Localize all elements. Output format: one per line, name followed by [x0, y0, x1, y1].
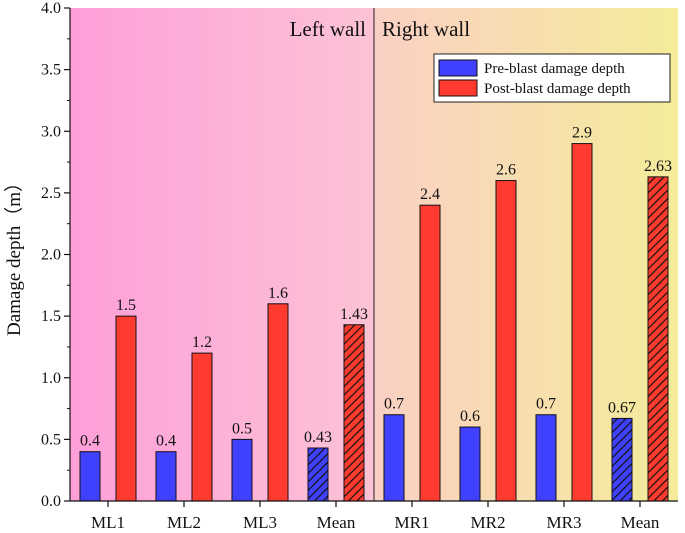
post-blast-bar-7 [647, 176, 669, 502]
x-category-label-4: MR1 [395, 513, 430, 532]
pre-blast-value-label-5: 0.6 [460, 408, 480, 425]
post-blast-bar-6 [571, 143, 593, 502]
left-wall-label: Left wall [290, 17, 367, 41]
pre-blast-bar-4 [383, 414, 405, 502]
legend-label-pre-blast: Pre-blast damage depth [484, 61, 625, 77]
post-blast-value-label-7: 2.63 [644, 158, 672, 175]
post-blast-bar-2 [267, 303, 289, 502]
legend-label-post-blast: Post-blast damage depth [484, 81, 631, 97]
right-wall-label: Right wall [382, 17, 470, 41]
post-blast-value-label-1: 1.2 [192, 334, 212, 351]
y-tick-label-1: 0.5 [41, 431, 61, 448]
x-category-label-6: MR3 [547, 513, 582, 532]
post-blast-value-label-5: 2.6 [496, 162, 516, 179]
y-tick-label-8: 4.0 [41, 0, 61, 17]
pre-blast-bar-5 [459, 426, 481, 502]
pre-blast-value-label-0: 0.4 [80, 433, 100, 450]
x-category-label-1: ML2 [167, 513, 201, 532]
post-blast-value-label-6: 2.9 [572, 125, 592, 142]
post-blast-value-label-4: 2.4 [420, 186, 440, 203]
x-category-label-7: Mean [621, 513, 660, 532]
pre-blast-bar-6 [535, 414, 557, 502]
post-blast-bar-3 [343, 324, 365, 502]
x-category-label-5: MR2 [471, 513, 506, 532]
y-tick-label-0: 0.0 [41, 493, 61, 510]
x-category-label-2: ML3 [243, 513, 277, 532]
x-category-label-0: ML1 [91, 513, 125, 532]
pre-blast-bar-0 [79, 451, 101, 502]
pre-blast-value-label-4: 0.7 [384, 396, 404, 413]
y-tick-label-2: 1.0 [41, 370, 61, 387]
y-tick-label-6: 3.0 [41, 123, 61, 140]
pre-blast-value-label-7: 0.67 [608, 399, 636, 416]
post-blast-bar-1 [191, 352, 213, 502]
post-blast-bar-4 [419, 204, 441, 502]
post-blast-bar-0 [115, 315, 137, 502]
post-blast-value-label-0: 1.5 [116, 297, 136, 314]
y-tick-label-7: 3.5 [41, 62, 61, 79]
pre-blast-bar-7 [611, 417, 633, 502]
x-category-label-3: Mean [317, 513, 356, 532]
pre-blast-value-label-6: 0.7 [536, 396, 556, 413]
post-blast-bar-5 [495, 180, 517, 502]
post-blast-value-label-2: 1.6 [268, 285, 288, 302]
legend-swatch-pre-blast [438, 59, 478, 77]
post-blast-value-label-3: 1.43 [340, 306, 368, 323]
y-tick-label-4: 2.0 [41, 247, 61, 264]
pre-blast-value-label-1: 0.4 [156, 433, 176, 450]
pre-blast-bar-3 [307, 447, 329, 502]
y-tick-label-5: 2.5 [41, 185, 61, 202]
pre-blast-bar-2 [231, 438, 253, 502]
y-tick-label-3: 1.5 [41, 308, 61, 325]
legend-swatch-post-blast [438, 79, 478, 97]
pre-blast-value-label-3: 0.43 [304, 429, 332, 446]
pre-blast-value-label-2: 0.5 [232, 420, 252, 437]
pre-blast-bar-1 [155, 451, 177, 502]
y-axis-title: Damage depth（m） [3, 173, 25, 336]
